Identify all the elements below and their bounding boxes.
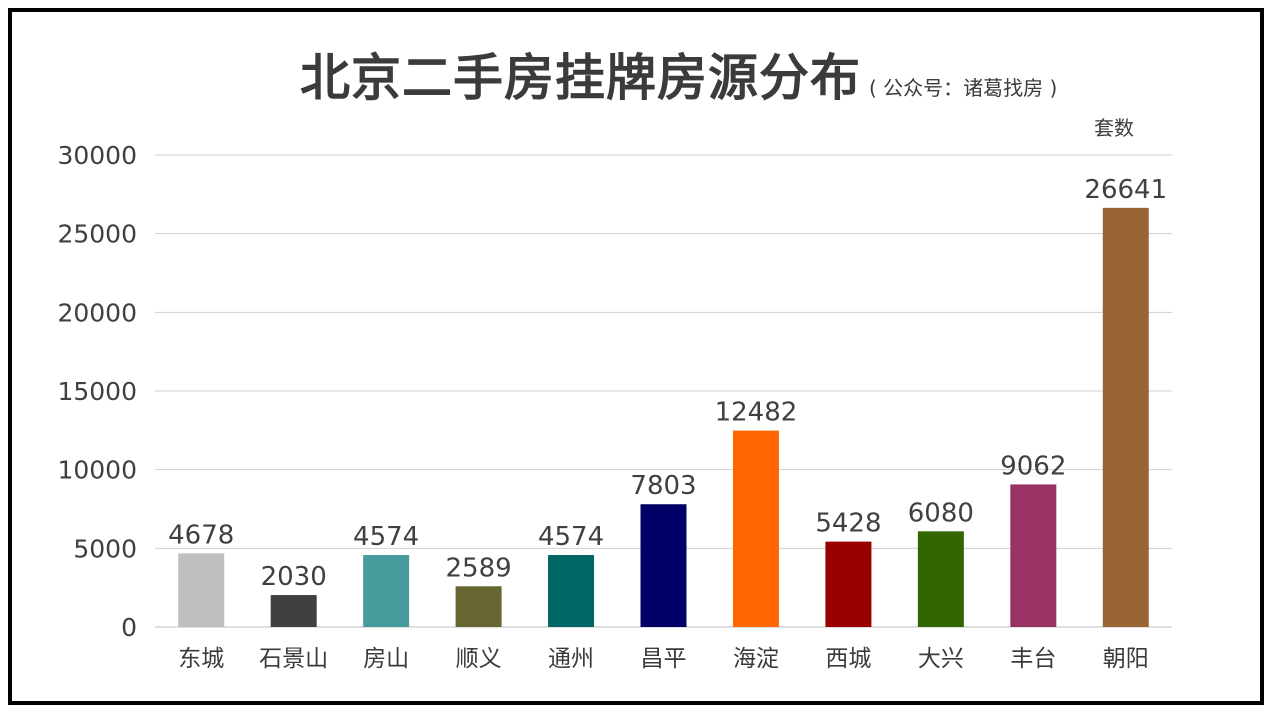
- bar: [455, 586, 502, 627]
- chart-title-block: 北京二手房挂牌房源分布 ( 公众号：诸葛找房 ): [300, 38, 1057, 110]
- y-tick-label: 5000: [73, 534, 137, 563]
- y-tick-label: 20000: [57, 298, 137, 327]
- data-label: 9062: [1000, 451, 1066, 481]
- data-label: 7803: [630, 471, 696, 501]
- bar: [1010, 484, 1057, 627]
- y-tick-label: 30000: [57, 141, 137, 170]
- category-label: 海淀: [733, 646, 779, 672]
- bar: [1102, 207, 1149, 627]
- category-label: 昌平: [641, 646, 687, 672]
- category-label: 顺义: [456, 646, 502, 672]
- y-axis-unit-label: 套数: [1094, 116, 1134, 140]
- category-label: 丰台: [1010, 646, 1056, 672]
- bar: [548, 555, 595, 627]
- category-label: 通州: [548, 646, 594, 672]
- y-tick-label: 10000: [57, 456, 137, 485]
- bar: [363, 555, 410, 627]
- category-label: 大兴: [918, 646, 964, 672]
- y-tick-label: 0: [121, 613, 137, 642]
- data-label: 26641: [1084, 175, 1167, 205]
- y-tick-label: 25000: [57, 220, 137, 249]
- bar: [825, 541, 872, 627]
- bar: [270, 595, 317, 627]
- category-label: 朝阳: [1103, 646, 1149, 672]
- category-label: 西城: [825, 646, 871, 672]
- category-label: 石景山: [259, 646, 328, 672]
- data-label: 2589: [446, 553, 512, 583]
- data-label: 4678: [168, 520, 234, 550]
- y-tick-label: 15000: [57, 377, 137, 406]
- data-label: 12482: [715, 398, 798, 428]
- bar: [917, 531, 964, 627]
- data-label: 6080: [908, 498, 974, 528]
- category-label: 东城: [178, 646, 224, 672]
- category-label: 房山: [363, 646, 409, 672]
- chart-title: 北京二手房挂牌房源分布: [300, 49, 861, 107]
- chart-subtitle: ( 公众号：诸葛找房 ): [869, 76, 1058, 100]
- bar: [640, 504, 687, 627]
- bar: [178, 553, 225, 627]
- data-label: 2030: [261, 562, 327, 592]
- bar: [732, 430, 779, 627]
- data-label: 4574: [353, 522, 419, 552]
- data-label: 4574: [538, 522, 604, 552]
- data-label: 5428: [815, 509, 881, 539]
